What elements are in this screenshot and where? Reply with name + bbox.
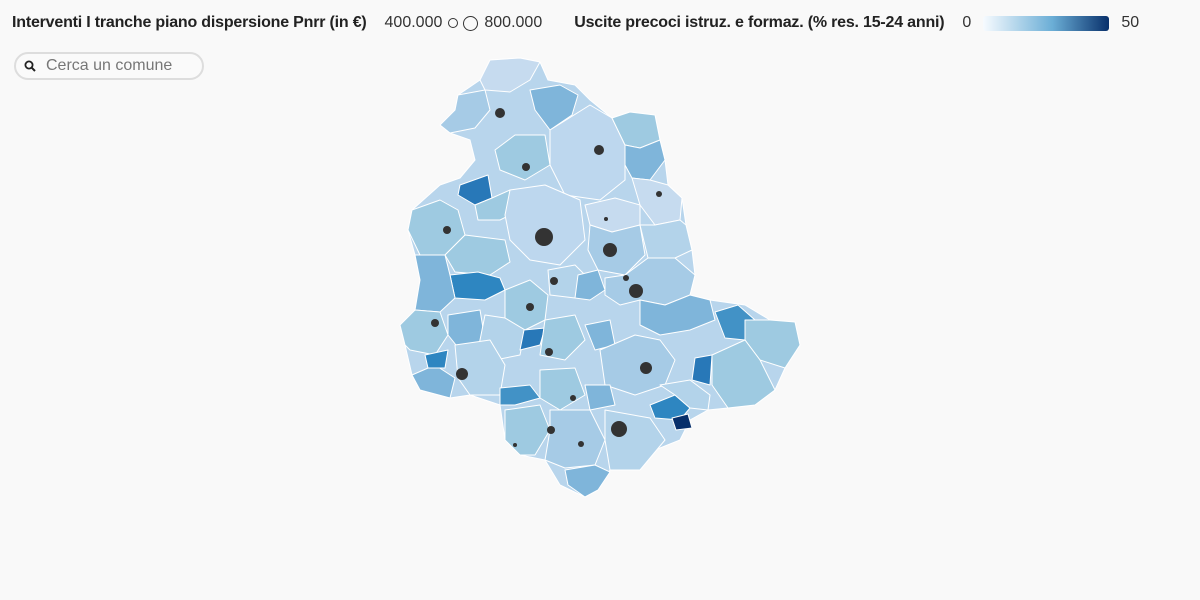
size-legend: 400.000 800.000 [385,14,543,32]
municipality-area [424,349,449,369]
municipality-area [544,409,606,469]
funding-bubble [611,421,627,437]
size-legend-title: Interventi I tranche piano dispersione P… [12,14,367,31]
size-legend-min: 400.000 [384,14,443,31]
funding-bubble [545,348,553,356]
municipality-area [671,413,693,431]
funding-bubble [594,145,604,155]
funding-bubble [535,228,553,246]
municipality-area [504,404,551,456]
municipality-area [529,84,579,131]
funding-bubble [456,368,468,380]
search-box[interactable] [14,52,204,80]
municipality-area [639,294,716,336]
search-input[interactable] [46,57,196,75]
size-legend-large-circle-icon [463,15,479,31]
municipality-area [584,384,616,411]
municipality-area [479,57,541,93]
funding-bubble [623,275,629,281]
funding-bubble [570,395,576,401]
funding-bubble [550,277,558,285]
funding-bubble [443,226,451,234]
municipality-area [504,184,586,266]
color-legend-gradient [983,15,1110,31]
funding-bubble [522,163,530,171]
municipality-area [711,339,776,409]
municipality-area [659,379,711,411]
funding-bubble [547,426,555,434]
municipality-area [691,354,713,386]
municipality-area [519,327,546,351]
municipality-area [639,219,693,259]
funding-bubble [578,441,584,447]
municipality-area [549,104,626,201]
color-legend-title: Uscite precoci istruz. e formaz. (% res.… [574,14,945,31]
municipality-area [649,394,691,421]
size-legend-max: 800.000 [484,14,543,31]
municipality-area [624,139,666,181]
size-legend-small-circle-icon [448,18,459,28]
municipality-area [574,269,606,301]
municipality-area [414,254,456,313]
municipality-area [631,177,683,226]
municipality-area [499,384,541,406]
color-legend-max: 50 [1121,14,1140,31]
funding-bubble [513,443,517,447]
funding-bubble [495,108,505,118]
map-legend: Interventi I tranche piano dispersione P… [12,12,1139,34]
funding-bubble [640,362,652,374]
funding-bubble [604,217,608,221]
municipality-area [494,134,551,181]
funding-bubble [431,319,439,327]
funding-bubble [603,243,617,257]
funding-bubble [656,191,662,197]
municipality-area [439,89,491,134]
color-legend: Uscite precoci istruz. e formaz. (% res.… [574,14,1139,32]
funding-bubble [526,303,534,311]
search-icon [24,60,46,72]
funding-bubble [629,284,643,298]
municipality-area [564,464,611,498]
color-legend-min: 0 [962,14,972,31]
